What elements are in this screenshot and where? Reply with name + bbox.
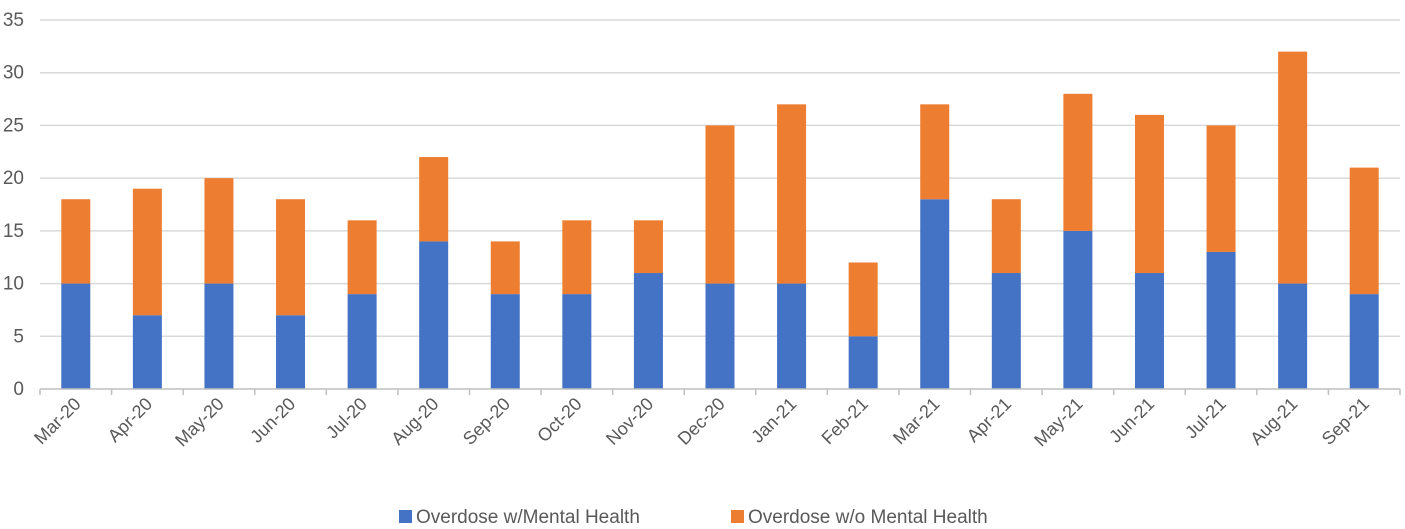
x-tick-label: Sep-21 (1318, 394, 1373, 449)
bar-stack-aug-20 (419, 157, 449, 389)
bar-stack-may-21 (1063, 93, 1093, 389)
legend-item: Overdose w/Mental Health (399, 507, 640, 528)
bar-mental-health (1206, 251, 1236, 389)
bar-stack-sep-21 (1349, 167, 1379, 389)
bar-no-mental-health (848, 262, 878, 337)
legend-label: Overdose w/o Mental Health (748, 507, 988, 528)
bar-stack-jul-20 (347, 220, 377, 389)
x-axis-tick-labels: Mar-20 Apr-20 May-20 Jun-20 Jul-20 Aug-20 Sep-… (30, 394, 1373, 451)
bar-mental-health (777, 283, 807, 389)
bar-mental-health (61, 283, 91, 389)
y-tick-label: 30 (3, 63, 24, 84)
y-tick-label: 25 (3, 115, 24, 136)
bar-mental-health (1063, 230, 1093, 389)
x-tick-label: Aug-20 (387, 394, 442, 449)
legend-label: Overdose w/Mental Health (416, 507, 640, 528)
x-tick-label: Jan-21 (747, 394, 800, 447)
bar-mental-health (991, 273, 1021, 389)
x-tick-label: Jul-21 (1181, 394, 1230, 443)
bar-stack-sep-20 (490, 241, 520, 389)
bar-no-mental-health (562, 220, 592, 295)
bar-mental-health (490, 294, 520, 389)
y-tick-label: 10 (3, 274, 24, 295)
bar-no-mental-health (633, 220, 663, 274)
x-tick-label: Apr-20 (104, 394, 156, 446)
bar-no-mental-health (991, 199, 1021, 274)
x-tick-label: Feb-21 (818, 394, 872, 448)
bar-stack-apr-21 (991, 199, 1021, 389)
bar-stack-mar-21 (920, 104, 950, 389)
x-tick-label: Oct-20 (533, 394, 585, 446)
bar-no-mental-health (1206, 125, 1236, 252)
legend: Overdose w/Mental Health Overdose w/o Men… (399, 507, 988, 528)
y-tick-label: 20 (3, 168, 24, 189)
y-tick-label: 0 (13, 379, 24, 400)
bar-no-mental-health (1134, 114, 1164, 274)
bar-no-mental-health (1278, 51, 1308, 284)
bar-no-mental-health (204, 178, 234, 284)
bar-mental-health (633, 273, 663, 389)
x-tick-label: Mar-21 (889, 394, 943, 448)
bar-stack-may-20 (204, 178, 234, 389)
bar-mental-health (1134, 273, 1164, 389)
bar-stack-dec-20 (705, 125, 735, 389)
y-axis-tick-labels: 0 5 10 15 20 25 30 35 (3, 10, 24, 400)
bar-no-mental-health (705, 125, 735, 284)
x-tick-label: Apr-21 (963, 394, 1015, 446)
legend-swatch (399, 510, 412, 523)
bar-mental-health (132, 315, 162, 389)
bar-stack-mar-20 (61, 199, 91, 389)
bars (61, 51, 1379, 389)
bar-no-mental-health (347, 220, 377, 295)
bar-stack-aug-21 (1278, 51, 1308, 389)
bar-mental-health (419, 241, 449, 389)
bar-stack-jun-20 (276, 199, 306, 389)
x-axis (39, 388, 1401, 395)
x-tick-label: Aug-21 (1246, 394, 1301, 449)
bar-no-mental-health (276, 199, 306, 316)
bar-no-mental-health (419, 157, 449, 242)
bar-no-mental-health (1349, 167, 1379, 295)
legend-swatch (731, 510, 744, 523)
bar-mental-health (848, 336, 878, 389)
bar-no-mental-health (1063, 93, 1093, 231)
y-tick-label: 5 (13, 326, 24, 347)
bar-stack-apr-20 (132, 188, 162, 389)
x-tick-label: Sep-20 (459, 394, 514, 449)
y-tick-label: 15 (3, 221, 24, 242)
bar-mental-health (276, 315, 306, 389)
bar-mental-health (1278, 283, 1308, 389)
y-tick-label: 35 (3, 10, 24, 31)
bar-no-mental-health (920, 104, 950, 200)
x-tick-label: May-21 (1030, 394, 1087, 451)
bar-stack-feb-21 (848, 262, 878, 389)
bar-stack-jun-21 (1134, 114, 1164, 389)
x-tick-label: Jun-20 (246, 394, 299, 447)
bar-stack-jul-21 (1206, 125, 1236, 389)
x-tick-label: May-20 (171, 394, 228, 451)
bar-mental-health (562, 294, 592, 389)
x-tick-label: Jul-20 (322, 394, 371, 443)
bar-stack-jan-21 (777, 104, 807, 389)
bar-mental-health (347, 294, 377, 389)
bar-mental-health (705, 283, 735, 389)
legend-item: Overdose w/o Mental Health (731, 507, 988, 528)
bar-no-mental-health (777, 104, 807, 284)
x-tick-label: Dec-20 (674, 394, 729, 449)
bar-stack-nov-20 (633, 220, 663, 389)
x-tick-label: Nov-20 (602, 394, 657, 449)
bar-mental-health (204, 283, 234, 389)
bar-no-mental-health (490, 241, 520, 295)
x-tick-label: Jun-21 (1105, 394, 1158, 447)
bar-stack-oct-20 (562, 220, 592, 389)
bar-mental-health (1349, 294, 1379, 389)
bar-mental-health (920, 199, 950, 389)
bar-no-mental-health (132, 188, 162, 316)
bar-no-mental-health (61, 199, 91, 284)
x-tick-label: Mar-20 (30, 394, 84, 448)
